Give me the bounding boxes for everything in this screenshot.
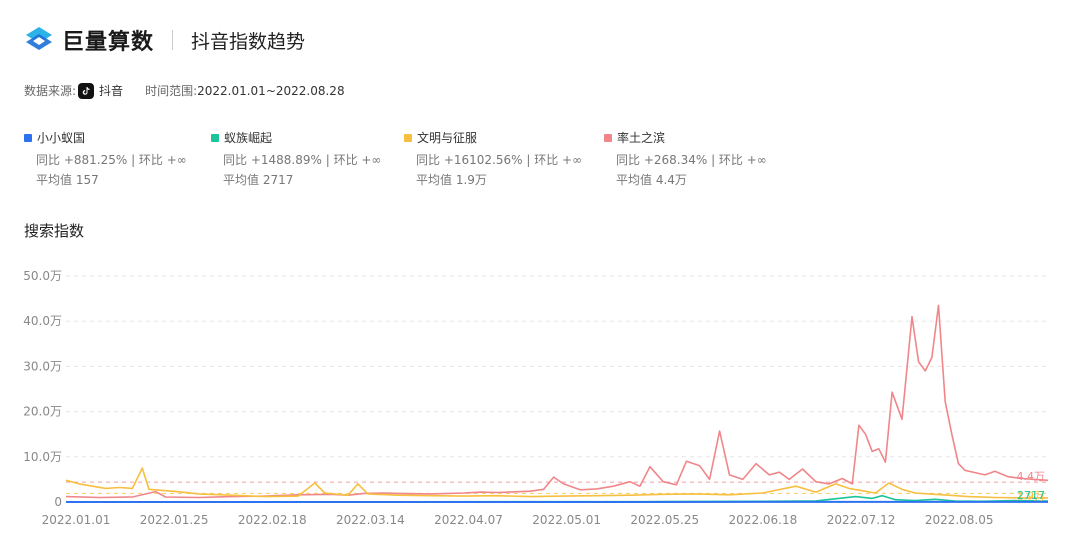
legend-swatch xyxy=(211,133,219,142)
y-tick-label: 10.0万 xyxy=(23,450,62,464)
average-end-label: 4.4万 xyxy=(1017,470,1046,483)
legend-name: 文明与征服 xyxy=(417,131,478,145)
legend-compare: 同比 +268.34% | 环比 +∞ xyxy=(616,153,767,167)
source-name: 抖音 xyxy=(99,84,124,98)
legend-average: 平均值 1.9万 xyxy=(416,173,487,187)
x-tick-label: 2022.01.25 xyxy=(140,513,209,527)
section-title: 搜索指数 xyxy=(24,222,85,240)
legend-name: 率土之滨 xyxy=(617,131,666,145)
range-label: 时间范围: xyxy=(145,84,198,98)
legend-swatch xyxy=(404,133,412,142)
search-index-chart: 0 10.0万 20.0万 30.0万 40.0万 50.0万 2022.01.01 2022… xyxy=(23,269,1049,527)
y-tick-label: 0 xyxy=(54,495,62,509)
brand-name[interactable]: 巨量算数 xyxy=(62,30,155,55)
page-title: 抖音指数趋势 xyxy=(191,30,306,53)
x-tick-label: 2022.02.18 xyxy=(238,513,307,527)
tiktok-icon xyxy=(78,82,95,99)
legend-item-wenming[interactable]: 文明与征服 同比 +16102.56% | 环比 +∞ 平均值 1.9万 xyxy=(404,129,594,186)
legend-compare: 同比 +881.25% | 环比 +∞ xyxy=(36,153,187,167)
x-tick-label: 2022.05.25 xyxy=(630,513,699,527)
legend-item-yizu[interactable]: 蚁族崛起 同比 +1488.89% | 环比 +∞ 平均值 2717 xyxy=(211,129,401,186)
legend-compare: 同比 +1488.89% | 环比 +∞ xyxy=(223,153,382,167)
range-value: 2022.01.01~2022.08.28 xyxy=(197,83,345,98)
legend-swatch xyxy=(604,133,612,142)
y-tick-label: 50.0万 xyxy=(23,269,62,283)
average-end-label: 2717 xyxy=(1017,489,1045,502)
series-line[interactable] xyxy=(65,304,1049,499)
average-end-label: 1.9万 xyxy=(1017,489,1046,502)
y-tick-label: 30.0万 xyxy=(23,359,62,373)
x-tick-label: 2022.08.05 xyxy=(925,513,994,527)
x-tick-label: 2022.01.01 xyxy=(42,513,111,527)
x-tick-label: 2022.07.12 xyxy=(827,513,896,527)
header-divider xyxy=(172,30,174,50)
x-tick-label: 2022.03.14 xyxy=(336,513,405,527)
y-tick-label: 40.0万 xyxy=(23,314,62,328)
legend-name: 蚁族崛起 xyxy=(224,131,273,145)
source-line: 数据来源: 抖音 时间范围: 2022.01.01~2022.08.28 xyxy=(24,82,345,99)
legend-item-shuaitu[interactable]: 率土之滨 同比 +268.34% | 环比 +∞ 平均值 4.4万 xyxy=(604,129,794,186)
legend-name: 小小蚁国 xyxy=(37,131,86,145)
series-line[interactable] xyxy=(65,467,1048,499)
legend-swatch xyxy=(24,133,32,142)
x-tick-label: 2022.05.01 xyxy=(532,513,601,527)
source-label: 数据来源: xyxy=(24,84,77,98)
x-tick-label: 2022.06.18 xyxy=(729,513,798,527)
y-tick-label: 20.0万 xyxy=(23,405,62,419)
header: 巨量算数 抖音指数趋势 xyxy=(24,20,305,60)
x-tick-label: 2022.04.07 xyxy=(434,513,503,527)
legend-average: 平均值 2717 xyxy=(223,173,294,187)
brand-logo-icon xyxy=(26,27,52,50)
legend-average: 平均值 157 xyxy=(36,173,99,187)
legend-item-xiaoxiao[interactable]: 小小蚁国 同比 +881.25% | 环比 +∞ 平均值 157 xyxy=(24,129,214,186)
legend-average: 平均值 4.4万 xyxy=(616,173,687,187)
legend-compare: 同比 +16102.56% | 环比 +∞ xyxy=(416,153,583,167)
